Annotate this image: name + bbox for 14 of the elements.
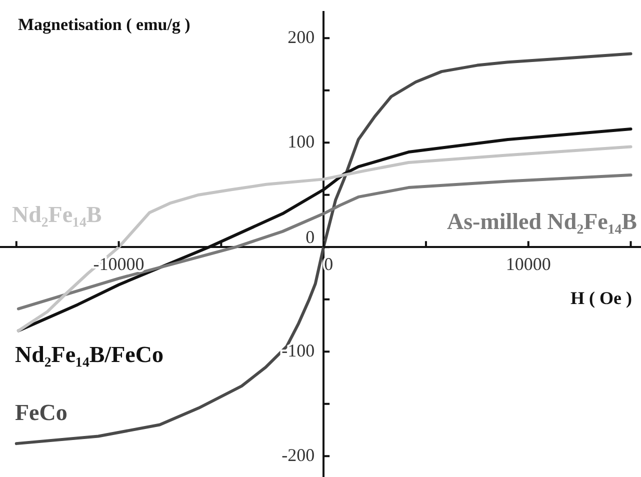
series-label: Nd₂Fe₁₄B/FeCo bbox=[15, 342, 164, 367]
series-label: Nd₂Fe₁₄B bbox=[12, 202, 102, 227]
y-tick-label: 200 bbox=[288, 26, 315, 47]
x-tick-label: -10000 bbox=[93, 254, 144, 274]
x-tick-label: 0 bbox=[324, 254, 334, 274]
y-axis-title: Magnetisation ( emu/g ) bbox=[18, 15, 190, 34]
y-tick-label: -100 bbox=[282, 340, 315, 360]
y-tick-label: 0 bbox=[306, 226, 315, 247]
series-label: As-milled Nd₂Fe₁₄B bbox=[447, 209, 637, 234]
x-axis-title: H ( Oe ) bbox=[570, 288, 632, 308]
x-tick-label: 10000 bbox=[506, 254, 551, 274]
y-tick-label: -200 bbox=[282, 444, 315, 465]
y-tick-label: 100 bbox=[288, 131, 315, 152]
series-label: FeCo bbox=[15, 400, 68, 425]
